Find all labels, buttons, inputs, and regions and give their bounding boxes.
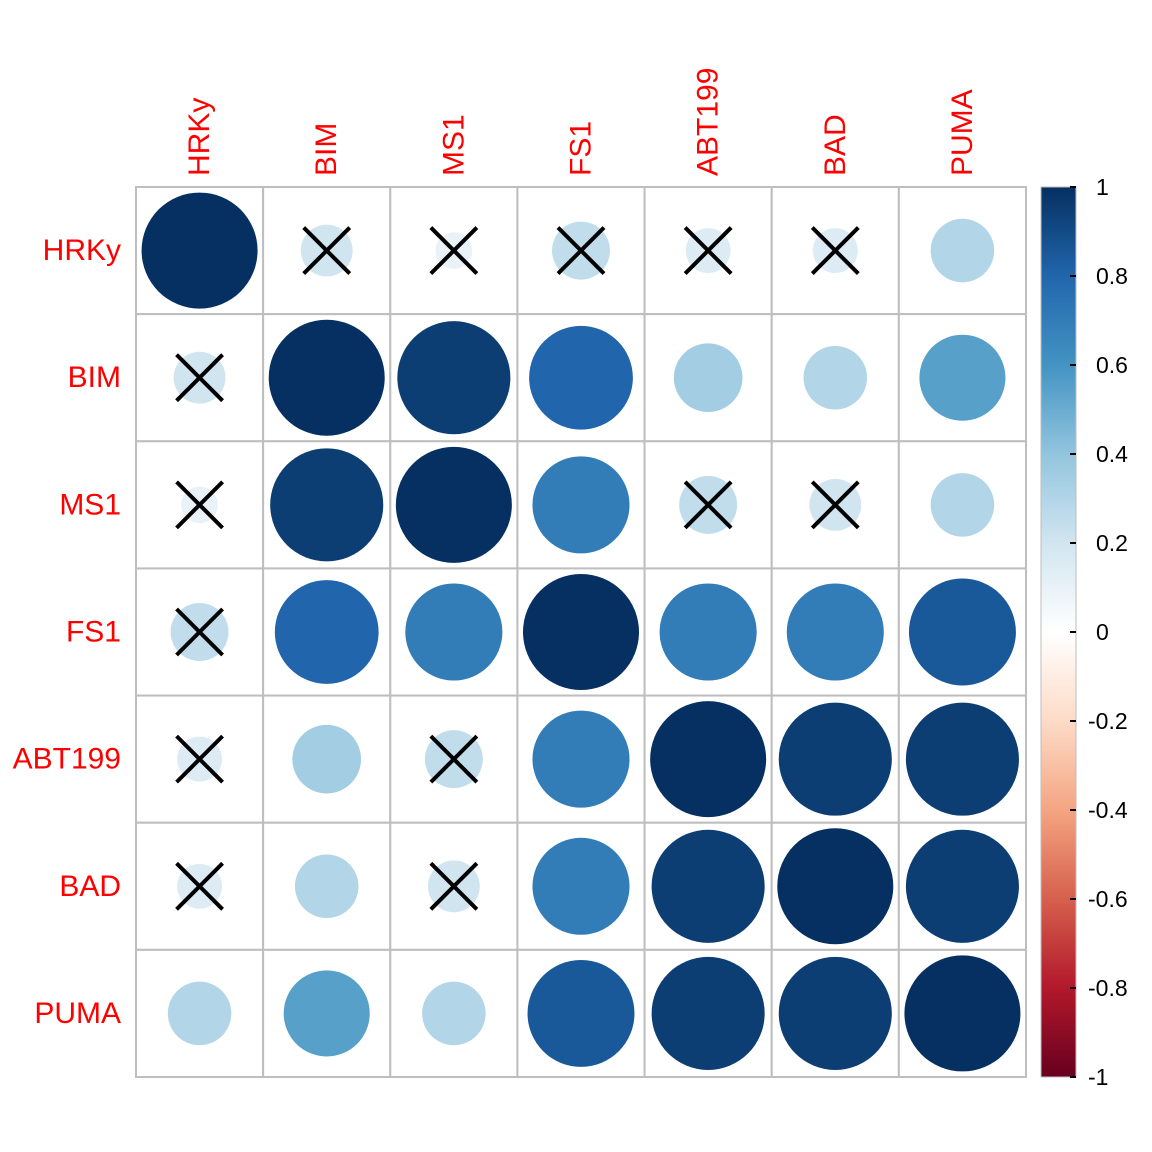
circle-PUMA-ABT199 [651, 956, 765, 1070]
row-label: HRKy [43, 234, 121, 267]
cross-icon [810, 226, 860, 275]
colorbar-tick-label: 0.6 [1096, 352, 1128, 378]
circle-FS1-PUMA [908, 578, 1016, 686]
circle-ABT199-FS1 [532, 710, 630, 808]
column-label: ABT199 [692, 68, 725, 176]
circle-BAD-PUMA [905, 829, 1019, 943]
colorbar: 1 0.8 0.6 0.4 0.2 0 -0.2 -0.4 -0.6 -0.8 -1 [1040, 174, 1128, 1090]
column-label: FS1 [565, 121, 598, 176]
cross-icon [429, 226, 479, 275]
cell-FS1-HRKy [135, 567, 265, 697]
circle-BIM-PUMA [919, 334, 1006, 421]
circle-PUMA-HRKy [167, 981, 232, 1046]
row-label: PUMA [34, 997, 121, 1030]
cross-icon [683, 480, 733, 530]
column-label: BAD [819, 114, 852, 176]
circle-BAD-ABT199 [651, 829, 765, 943]
row-label: FS1 [66, 616, 121, 649]
circle-ABT199-BIM [292, 724, 362, 794]
circle-FS1-FS1 [523, 574, 639, 690]
circle-FS1-ABT199 [659, 583, 757, 681]
colorbar-tick-label: -0.2 [1088, 708, 1128, 734]
circle-BIM-FS1 [529, 325, 633, 430]
column-labels: HRKy BIM MS1 FS1 ABT199 BAD PUMA [183, 68, 979, 176]
cross-icon [683, 226, 733, 275]
colorbar-tick-label: 0.8 [1096, 263, 1128, 289]
column-label: PUMA [946, 89, 979, 176]
row-label: BIM [68, 361, 121, 394]
colorbar-tick-label: -0.4 [1088, 797, 1128, 823]
cross-icon [302, 226, 352, 275]
colorbar-tick-label: 0.4 [1096, 441, 1128, 467]
circle-ABT199-ABT199 [650, 701, 767, 818]
cross-icon [175, 607, 224, 657]
cross-icon [556, 226, 606, 275]
circle-PUMA-BAD [778, 956, 892, 1070]
circle-MS1-BIM [270, 448, 384, 562]
circle-BIM-MS1 [397, 321, 511, 435]
row-label: BAD [59, 870, 121, 903]
colorbar-tick-label: 0.2 [1096, 530, 1128, 556]
column-label: HRKy [183, 98, 216, 176]
circle-HRKy-PUMA [930, 218, 995, 283]
column-label: BIM [310, 123, 343, 176]
colorbar-tick-label: -0.6 [1088, 886, 1128, 912]
circle-FS1-BAD [786, 583, 884, 681]
circle-PUMA-PUMA [904, 955, 1021, 1072]
cross-icon [175, 861, 224, 911]
circle-ABT199-PUMA [905, 702, 1019, 816]
cross-icon [175, 734, 224, 784]
colorbar-tick-label: 1 [1096, 174, 1109, 200]
row-label: ABT199 [13, 743, 121, 776]
insignificance-crosses [175, 226, 860, 911]
colorbar-tick-label: 0 [1096, 619, 1109, 645]
circle-ABT199-BAD [778, 702, 892, 816]
circle-FS1-MS1 [405, 583, 503, 681]
circle-BAD-BAD [777, 828, 894, 945]
circle-MS1-PUMA [930, 473, 995, 537]
circle-MS1-MS1 [395, 446, 512, 563]
circle-BAD-BIM [294, 854, 359, 919]
cross-icon [175, 480, 224, 530]
row-labels: HRKy BIM MS1 FS1 ABT199 BAD PUMA [13, 234, 121, 1030]
colorbar-tick-label: -1 [1088, 1064, 1108, 1090]
circle-BAD-FS1 [532, 837, 630, 935]
circle-PUMA-MS1 [422, 981, 486, 1046]
row-label: MS1 [59, 488, 121, 521]
cross-icon [810, 480, 860, 530]
cross-icon [429, 734, 479, 784]
circle-MS1-FS1 [532, 456, 630, 554]
circle-HRKy-HRKy [141, 192, 258, 309]
circle-FS1-BIM [274, 580, 379, 684]
cell-BIM-HRKy [135, 313, 265, 443]
cross-icon [429, 861, 479, 911]
colorbar-tick-label: -0.8 [1088, 975, 1128, 1001]
circle-BIM-ABT199 [673, 343, 743, 413]
cross-icon [175, 353, 224, 403]
circle-PUMA-BIM [283, 970, 370, 1057]
circle-PUMA-FS1 [527, 959, 635, 1067]
circle-BIM-BAD [803, 345, 868, 410]
circle-BIM-BIM [268, 319, 385, 436]
column-label: MS1 [437, 114, 470, 176]
